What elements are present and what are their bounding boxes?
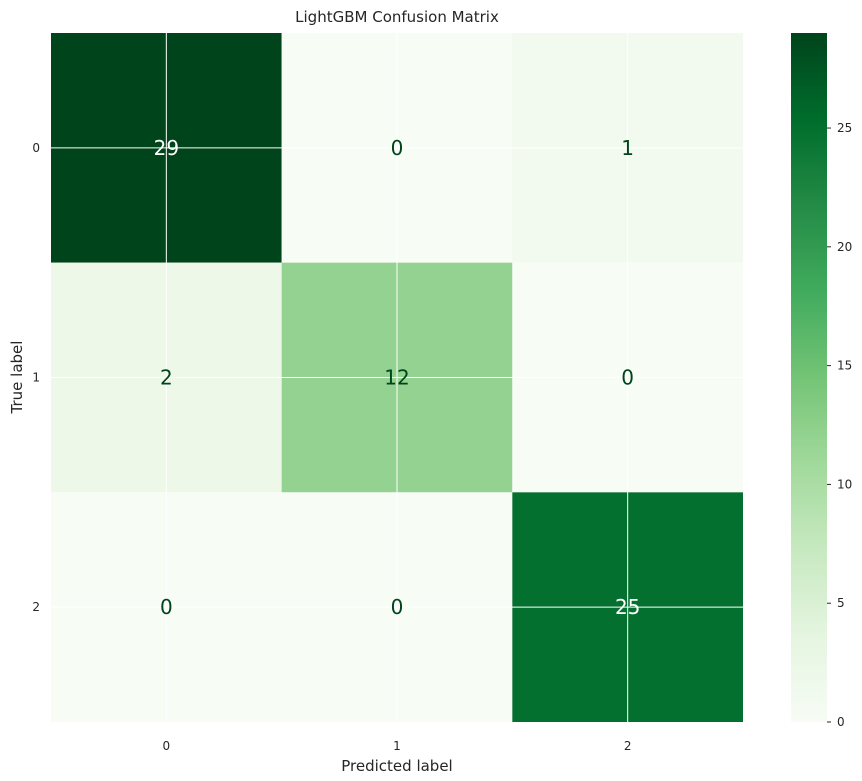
cell-value-2-0: 0: [160, 595, 173, 619]
colorbar-tick-label-3: 15: [837, 359, 852, 373]
colorbar-tick-label-2: 10: [837, 477, 852, 491]
y-axis-label: True label: [8, 341, 26, 415]
cell-value-1-2: 0: [621, 366, 634, 390]
x-tick-label-2: 2: [624, 739, 632, 753]
y-axis-ticks: 0 1 2: [32, 141, 40, 614]
colorbar-tick-label-0: 0: [837, 715, 845, 729]
colorbar-tick-label-4: 20: [837, 240, 852, 254]
cell-value-0-1: 0: [391, 136, 404, 160]
y-tick-label-1: 1: [32, 371, 40, 385]
cell-value-1-1: 12: [384, 366, 409, 390]
x-axis-ticks: 0 1 2: [163, 739, 632, 753]
colorbar-tick-label-5: 25: [837, 121, 852, 135]
y-tick-label-2: 2: [32, 600, 40, 614]
cell-value-labels: 29 0 12 12 00 0 25: [154, 136, 641, 619]
x-tick-label-1: 1: [393, 739, 401, 753]
colorbar-ticks: 0 5 10 15 20 25: [827, 121, 852, 729]
cell-value-0-0: 29: [154, 136, 179, 160]
y-tick-label-0: 0: [32, 141, 40, 155]
cell-value-0-2: 1: [621, 136, 634, 160]
cell-value-2-1: 0: [391, 595, 404, 619]
colorbar: [791, 33, 827, 722]
cell-value-1-0: 2: [160, 366, 173, 390]
chart-title: LightGBM Confusion Matrix: [295, 8, 499, 26]
x-tick-label-0: 0: [163, 739, 171, 753]
x-axis-label: Predicted label: [341, 757, 452, 775]
grid-lines: [51, 33, 743, 722]
cell-value-2-2: 25: [615, 595, 640, 619]
colorbar-tick-label-1: 5: [837, 596, 845, 610]
